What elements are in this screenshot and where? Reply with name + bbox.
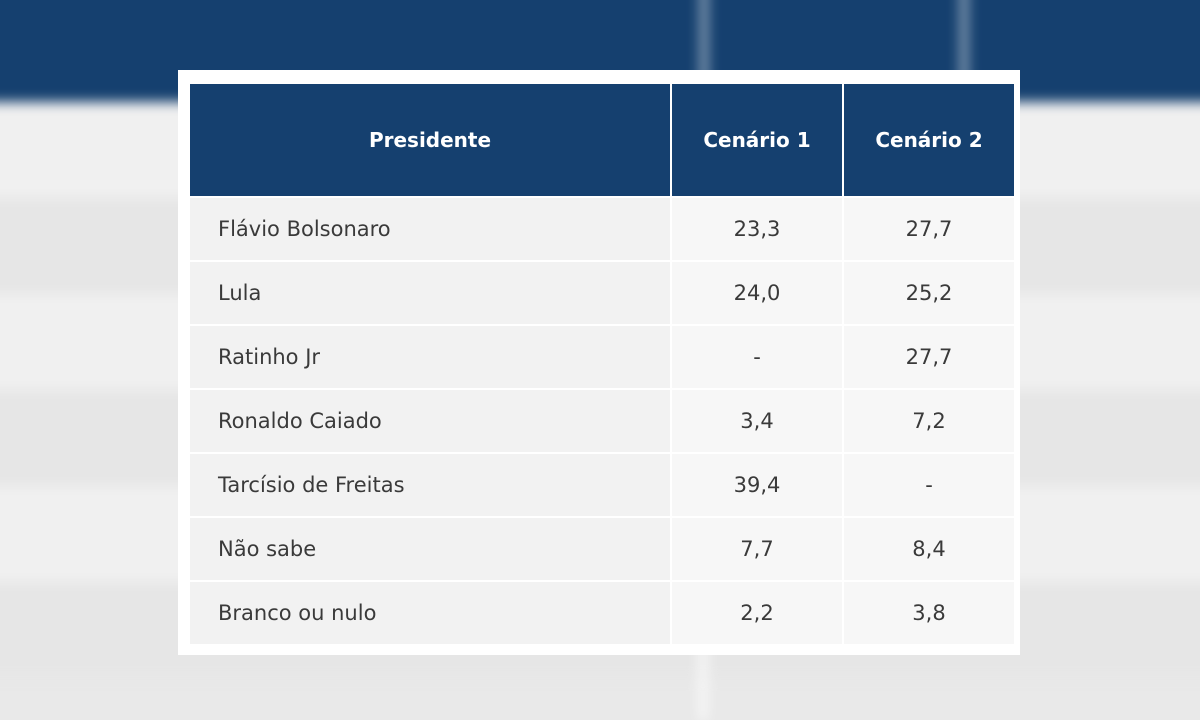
row-label: Branco ou nulo: [188, 580, 672, 646]
value-cell: 27,7: [842, 324, 1016, 390]
table-row: Ronaldo Caiado 3,4 7,2: [188, 388, 1016, 454]
header-row: Presidente Cenário 1 Cenário 2: [188, 82, 1016, 198]
row-label: Não sabe: [188, 516, 672, 582]
table-row: Lula 24,0 25,2: [188, 260, 1016, 326]
header-cell: Presidente: [188, 82, 672, 198]
row-label: Lula: [188, 260, 672, 326]
bg-separator: [960, 0, 968, 102]
value-cell: 7,7: [670, 516, 844, 582]
header-cell: Cenário 1: [670, 82, 844, 198]
bg-separator: [700, 0, 708, 102]
value-cell: 25,2: [842, 260, 1016, 326]
table-row: Ratinho Jr -27,7: [188, 324, 1016, 390]
value-cell: 3,4: [670, 388, 844, 454]
value-cell: 24,0: [670, 260, 844, 326]
table-row: Não sabe 7,7 8,4: [188, 516, 1016, 582]
row-label: Flávio Bolsonaro: [188, 196, 672, 262]
table-row: Tarcísio de Freitas 39,4-: [188, 452, 1016, 518]
table-row: Branco ou nulo 2,2 3,8: [188, 580, 1016, 646]
row-label: Tarcísio de Freitas: [188, 452, 672, 518]
table-card: Presidente Cenário 1 Cenário 2 Flávio Bols…: [178, 70, 1020, 655]
value-cell: 27,7: [842, 196, 1016, 262]
value-cell: -: [842, 452, 1016, 518]
row-label: Ronaldo Caiado: [188, 388, 672, 454]
table-row: Flávio Bolsonaro 23,3 27,7: [188, 196, 1016, 262]
value-cell: 23,3: [670, 196, 844, 262]
results-table: Presidente Cenário 1 Cenário 2 Flávio Bols…: [188, 82, 1016, 646]
header-cell: Cenário 2: [842, 82, 1016, 198]
table-body: Flávio Bolsonaro 23,3 27,7 Lula 24,0 25,2 Rati…: [188, 196, 1016, 646]
value-cell: 8,4: [842, 516, 1016, 582]
value-cell: 7,2: [842, 388, 1016, 454]
value-cell: 3,8: [842, 580, 1016, 646]
row-label: Ratinho Jr: [188, 324, 672, 390]
value-cell: 2,2: [670, 580, 844, 646]
value-cell: 39,4: [670, 452, 844, 518]
value-cell: -: [670, 324, 844, 390]
